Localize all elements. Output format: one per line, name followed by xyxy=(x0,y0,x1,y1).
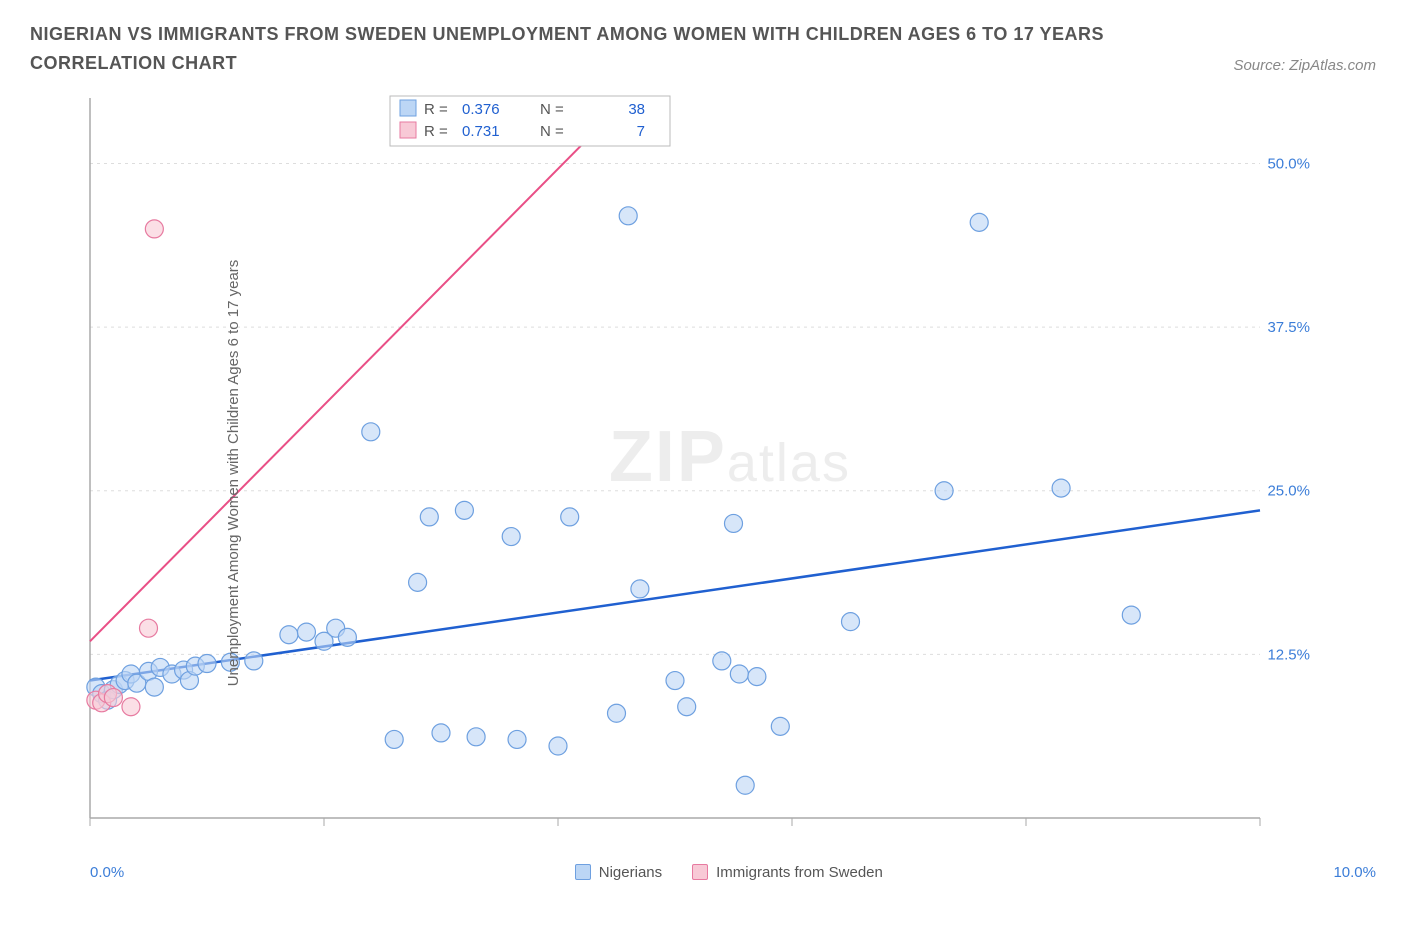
svg-text:25.0%: 25.0% xyxy=(1267,482,1310,499)
svg-text:38: 38 xyxy=(628,101,645,118)
svg-text:37.5%: 37.5% xyxy=(1267,319,1310,336)
svg-text:7: 7 xyxy=(637,123,645,140)
legend-swatch-sweden xyxy=(692,864,708,880)
chart-title: NIGERIAN VS IMMIGRANTS FROM SWEDEN UNEMP… xyxy=(30,20,1130,78)
svg-text:N =: N = xyxy=(540,101,564,118)
source-label: Source: ZipAtlas.com xyxy=(1233,57,1376,78)
legend-label-nigerians: Nigerians xyxy=(599,864,662,881)
y-axis-label: Unemployment Among Women with Children A… xyxy=(225,259,242,686)
legend-item-sweden: Immigrants from Sweden xyxy=(692,864,883,881)
legend-swatch-nigerians xyxy=(575,864,591,880)
svg-text:50.0%: 50.0% xyxy=(1267,155,1310,172)
svg-text:0.376: 0.376 xyxy=(462,101,500,118)
svg-text:12.5%: 12.5% xyxy=(1267,646,1310,663)
bottom-legend: Nigerians Immigrants from Sweden xyxy=(124,864,1333,881)
x-axis-min-label: 0.0% xyxy=(90,864,124,881)
correlation-scatter-chart: 12.5% 25.0% 37.5% 50.0% R = 0.376 N = 38 R = 0.73… xyxy=(30,88,1310,858)
legend-item-nigerians: Nigerians xyxy=(575,864,662,881)
legend-label-sweden: Immigrants from Sweden xyxy=(716,864,883,881)
x-axis-max-label: 10.0% xyxy=(1333,864,1376,881)
svg-text:R =: R = xyxy=(424,101,448,118)
svg-text:0.731: 0.731 xyxy=(462,123,500,140)
svg-text:R =: R = xyxy=(424,123,448,140)
svg-text:N =: N = xyxy=(540,123,564,140)
